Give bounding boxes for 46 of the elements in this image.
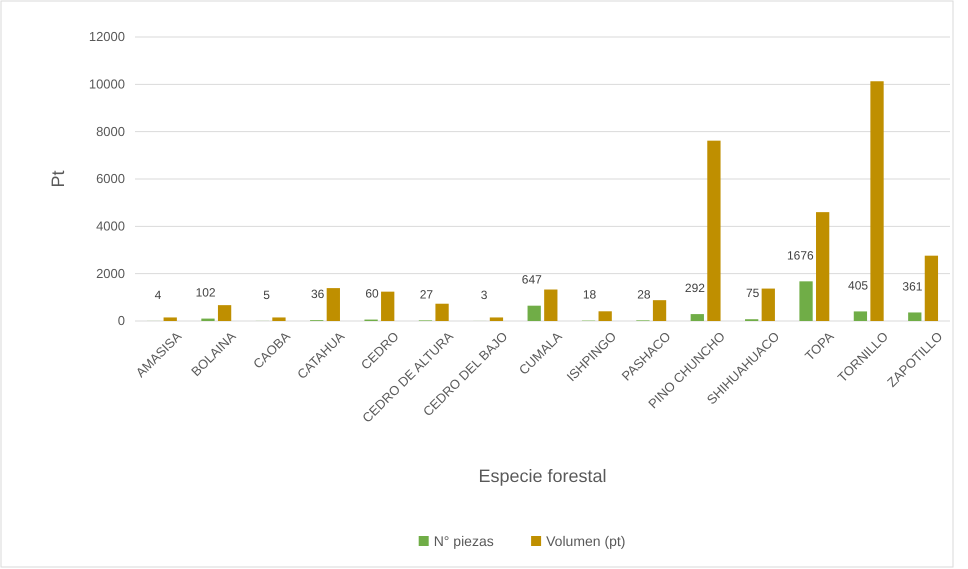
- bar: [381, 292, 394, 321]
- legend-label: Volumen (pt): [546, 533, 626, 549]
- y-tick-label: 10000: [88, 76, 125, 92]
- bar: [544, 290, 558, 321]
- bar: [326, 288, 340, 321]
- data-label: 292: [684, 281, 706, 296]
- bar: [854, 311, 868, 321]
- legend-label: N° piezas: [434, 533, 494, 549]
- y-tick-label: 6000: [96, 171, 125, 186]
- data-label: 4: [154, 288, 162, 302]
- data-label: 27: [420, 287, 434, 302]
- bar: [598, 311, 612, 321]
- bar: [870, 81, 884, 321]
- y-tick-label: 4000: [96, 218, 125, 234]
- data-label: 18: [582, 288, 597, 302]
- bar: [218, 305, 232, 321]
- bar: [490, 317, 504, 321]
- bar: [924, 256, 938, 321]
- bar: [799, 281, 813, 321]
- bar: [528, 306, 541, 321]
- bar: [164, 317, 177, 321]
- bar: [908, 312, 922, 321]
- data-label: 405: [848, 278, 868, 292]
- bar: [435, 304, 449, 321]
- data-label: 3: [480, 288, 488, 302]
- data-label: 102: [196, 286, 216, 300]
- y-axis-title: Pt: [48, 170, 68, 188]
- bar: [816, 212, 830, 321]
- data-label: 361: [902, 279, 923, 294]
- data-label: 28: [637, 287, 651, 302]
- data-label: 36: [311, 287, 325, 302]
- bar: [762, 288, 775, 321]
- bar: [652, 300, 666, 321]
- bar: [707, 140, 721, 321]
- bar: [690, 314, 704, 321]
- y-tick-label: 12000: [88, 29, 125, 44]
- y-tick-label: 0: [118, 313, 125, 328]
- bar: [272, 317, 286, 321]
- data-label: 75: [746, 286, 760, 300]
- data-label: 60: [365, 286, 380, 301]
- data-label: 1676: [786, 248, 814, 262]
- x-axis-title: Especie forestal: [478, 466, 607, 486]
- data-label: 5: [263, 288, 270, 302]
- y-tick-label: 2000: [96, 266, 125, 281]
- y-tick-label: 8000: [96, 124, 125, 139]
- data-label: 647: [522, 272, 542, 287]
